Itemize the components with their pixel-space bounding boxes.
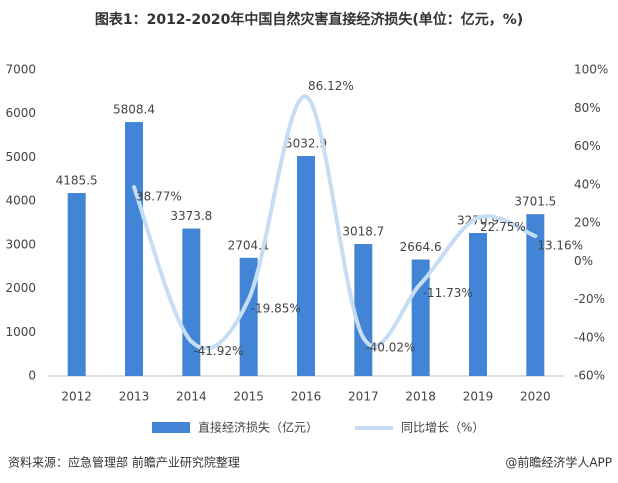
line-label: -40.02% — [365, 340, 415, 354]
bar-label: 2704.1 — [228, 238, 270, 252]
x-tick-label: 2018 — [405, 390, 436, 404]
line-label: -11.73% — [423, 286, 473, 300]
bar — [297, 155, 315, 376]
y-tick-label: 4000 — [5, 194, 36, 208]
y2-tick-label: -20% — [574, 292, 605, 306]
bar-label: 3701.5 — [514, 195, 556, 209]
bar-label: 5032.9 — [285, 136, 327, 150]
line-label: 22.75% — [480, 220, 526, 234]
line-label: -19.85% — [251, 302, 301, 316]
line — [132, 94, 538, 351]
y2-tick-label: 60% — [574, 139, 601, 153]
x-tick-label: 2020 — [520, 390, 551, 404]
bar-label: 3373.8 — [170, 209, 212, 223]
credit: @前瞻经济学人APP — [505, 455, 612, 470]
line-label: 13.16% — [537, 239, 583, 253]
y-tick-label: 7000 — [5, 63, 36, 77]
y-tick-label: 5000 — [5, 150, 36, 164]
line-label: -41.92% — [193, 344, 243, 358]
bar — [469, 233, 487, 376]
source: 资料来源：应急管理部 前瞻产业研究院整理 — [8, 455, 240, 470]
bar — [354, 244, 373, 376]
y-tick-label: 6000 — [5, 106, 36, 120]
y2-tick-label: -60% — [574, 369, 605, 383]
y2-tick-label: 80% — [574, 101, 601, 115]
bar — [125, 122, 143, 377]
line-label: 86.12% — [308, 79, 354, 93]
bar-label: 4185.5 — [56, 174, 98, 188]
y2-tick-label: 0% — [574, 254, 593, 268]
line-label: 38.77% — [136, 190, 182, 204]
chart-title: 图表1：2012-2020年中国自然灾害直接经济损失(单位：亿元，%) — [95, 11, 523, 28]
legend-label: 同比增长（%） — [401, 421, 484, 435]
bar-label: 2664.6 — [400, 240, 442, 254]
y-tick-label: 0 — [28, 369, 36, 383]
x-tick-label: 2013 — [119, 390, 150, 404]
bar — [526, 214, 545, 376]
y2-tick-label: 20% — [574, 216, 601, 230]
x-tick-label: 2014 — [176, 390, 207, 404]
legend-label: 直接经济损失（亿元） — [198, 420, 318, 435]
legend-swatch — [152, 422, 190, 433]
y-tick-label: 1000 — [5, 325, 36, 339]
bar — [67, 193, 86, 376]
y2-tick-label: 100% — [574, 63, 608, 77]
y2-tick-label: 40% — [574, 177, 601, 191]
bar-label: 5808.4 — [113, 103, 155, 117]
x-tick-label: 2019 — [463, 390, 494, 404]
x-tick-label: 2017 — [348, 390, 379, 404]
x-tick-label: 2012 — [61, 390, 92, 404]
y-tick-label: 2000 — [5, 281, 36, 295]
y-tick-label: 3000 — [5, 237, 36, 251]
y2-tick-label: -40% — [574, 330, 605, 344]
x-tick-label: 2015 — [233, 390, 264, 404]
x-tick-label: 2016 — [291, 390, 322, 404]
bar-label: 3018.7 — [342, 225, 384, 239]
